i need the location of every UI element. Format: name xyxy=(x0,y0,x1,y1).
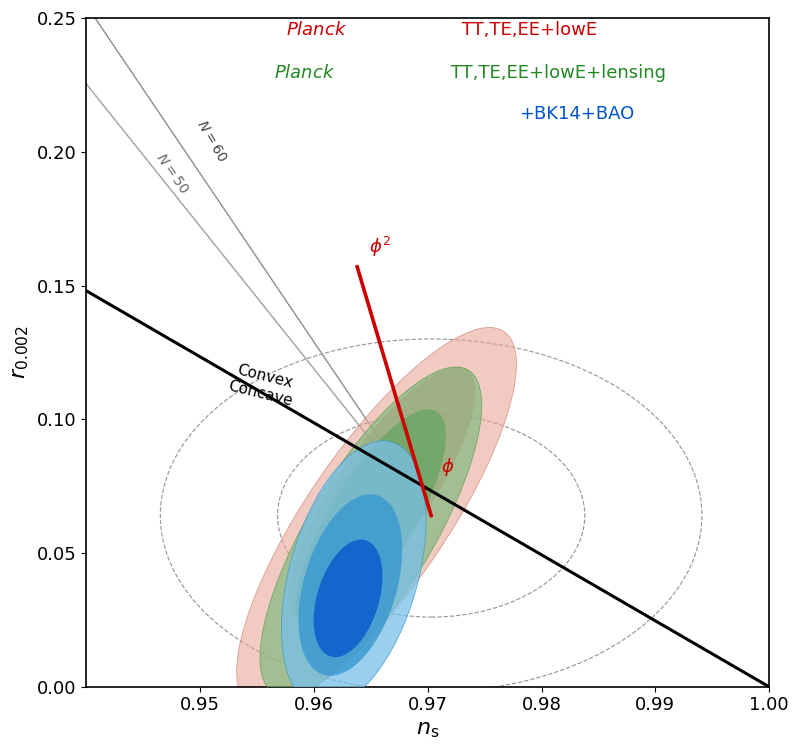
Ellipse shape xyxy=(282,441,426,708)
Text: +BK14+BAO: +BK14+BAO xyxy=(518,105,634,123)
Text: $N=50$: $N=50$ xyxy=(153,150,190,196)
Text: $\mathit{Planck}$: $\mathit{Planck}$ xyxy=(274,64,335,82)
Ellipse shape xyxy=(237,327,517,709)
Ellipse shape xyxy=(296,409,446,632)
Text: Convex
Concave: Convex Concave xyxy=(227,362,298,409)
Ellipse shape xyxy=(298,494,402,676)
Text: TT,TE,EE+lowE: TT,TE,EE+lowE xyxy=(456,21,598,39)
Ellipse shape xyxy=(314,540,382,657)
Text: TT,TE,EE+lowE+lensing: TT,TE,EE+lowE+lensing xyxy=(445,64,666,82)
X-axis label: $n_{\mathrm{s}}$: $n_{\mathrm{s}}$ xyxy=(416,720,439,740)
Ellipse shape xyxy=(289,367,475,621)
Y-axis label: $r_{0.002}$: $r_{0.002}$ xyxy=(11,325,31,379)
Ellipse shape xyxy=(260,367,482,696)
Text: $\phi^2$: $\phi^2$ xyxy=(369,234,390,259)
Text: $\mathit{Planck}$: $\mathit{Planck}$ xyxy=(286,21,346,39)
Text: $\phi$: $\phi$ xyxy=(442,457,454,478)
Text: $N=60$: $N=60$ xyxy=(194,118,229,164)
